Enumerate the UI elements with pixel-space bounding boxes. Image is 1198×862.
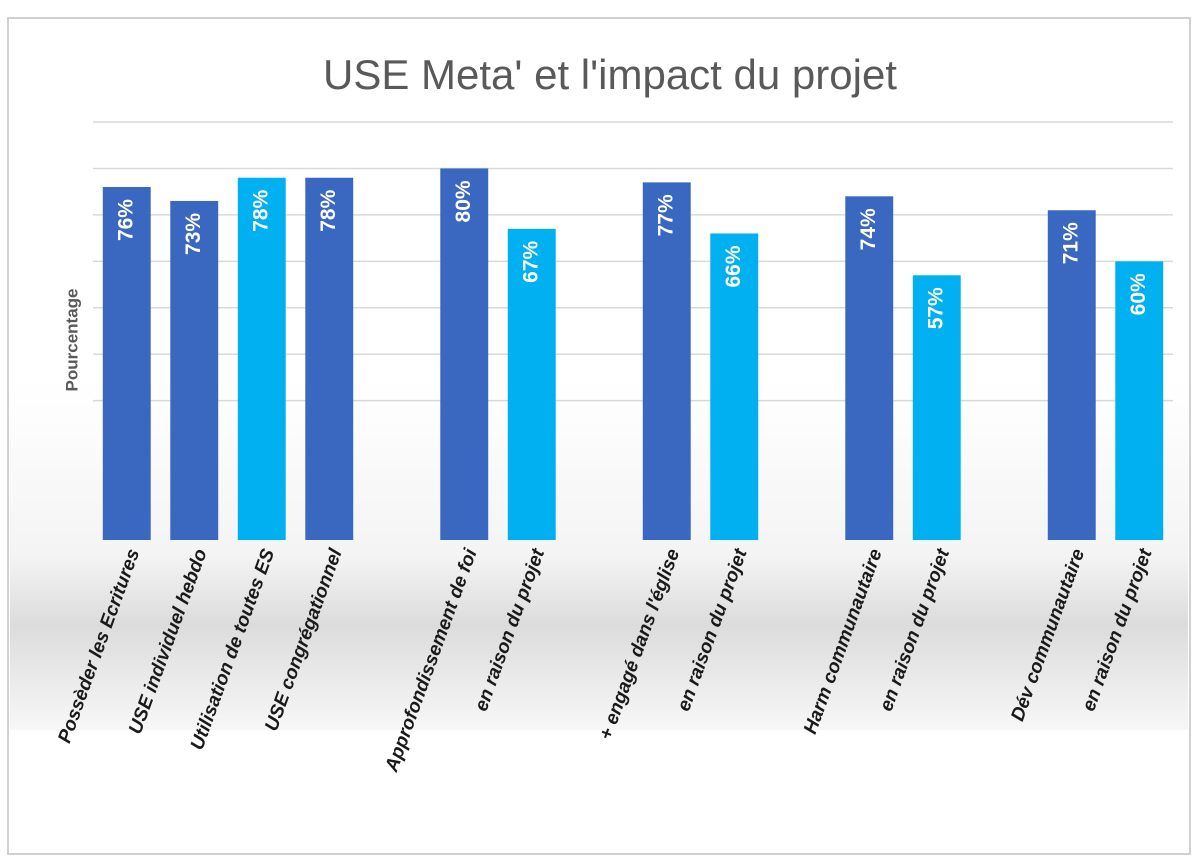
y-axis-label: Pourcentage <box>62 289 81 392</box>
bar <box>507 228 556 541</box>
data-label: 67% <box>519 240 542 282</box>
data-label: 60% <box>1127 273 1150 315</box>
data-label: 74% <box>857 208 880 250</box>
data-label: 78% <box>249 189 272 231</box>
bar <box>710 233 759 540</box>
data-label: 77% <box>654 194 677 236</box>
data-label: 80% <box>452 180 475 222</box>
bar <box>1115 261 1164 540</box>
bar <box>912 275 961 540</box>
data-label: 71% <box>1059 222 1082 264</box>
bar <box>845 196 894 541</box>
data-label: 73% <box>182 213 205 255</box>
data-label: 76% <box>114 199 137 241</box>
data-label: 78% <box>317 189 340 231</box>
bar <box>305 177 354 540</box>
bar <box>237 177 286 540</box>
data-label: 66% <box>722 245 745 287</box>
bar <box>102 187 151 540</box>
bar <box>170 200 219 540</box>
bar <box>1047 210 1096 540</box>
bar <box>440 168 489 540</box>
bar <box>642 182 691 540</box>
data-label: 57% <box>924 287 947 329</box>
chart-title: USE Meta' et l'impact du projet <box>323 51 897 98</box>
